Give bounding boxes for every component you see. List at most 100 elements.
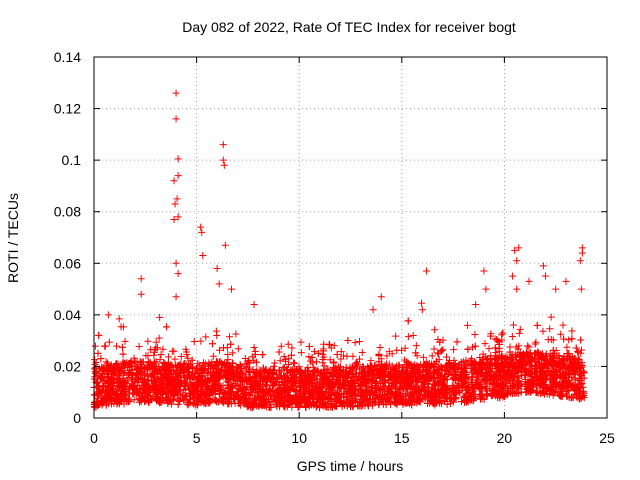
data-point [319, 359, 327, 367]
data-point [253, 382, 261, 390]
data-point [121, 360, 129, 368]
data-point [91, 373, 99, 381]
data-point [471, 330, 479, 338]
data-point [329, 364, 337, 372]
data-point [311, 379, 319, 387]
data-point [194, 381, 202, 389]
data-point [259, 351, 267, 359]
data-point [197, 382, 205, 390]
data-point [180, 374, 188, 382]
data-point [563, 343, 571, 351]
data-point [226, 367, 234, 375]
data-point [297, 393, 305, 401]
data-point [508, 366, 516, 374]
data-point [291, 387, 299, 395]
data-point [225, 333, 233, 341]
data-point [391, 365, 399, 373]
data-point [281, 364, 289, 372]
data-point [156, 356, 164, 364]
data-point [356, 337, 364, 345]
data-point [549, 346, 557, 354]
data-point [234, 345, 242, 353]
data-point [537, 389, 545, 397]
data-point [171, 387, 179, 395]
data-point [459, 393, 467, 401]
data-point [275, 348, 283, 356]
data-point [497, 370, 505, 378]
data-point [277, 368, 285, 376]
data-point [453, 388, 461, 396]
data-point [568, 327, 576, 335]
data-point [336, 368, 344, 376]
data-point [425, 384, 433, 392]
data-point [328, 404, 336, 412]
data-point [112, 361, 120, 369]
data-point [443, 353, 451, 361]
data-point [360, 375, 368, 383]
data-point [271, 359, 279, 367]
data-point [310, 348, 318, 356]
data-point [352, 359, 360, 367]
data-point [401, 344, 409, 352]
data-point [381, 361, 389, 369]
data-point [358, 393, 366, 401]
data-point [91, 342, 99, 350]
data-point [460, 368, 468, 376]
data-point [183, 348, 191, 356]
data-point [482, 361, 490, 369]
data-point [119, 323, 127, 331]
data-point [273, 374, 281, 382]
data-point [186, 368, 194, 376]
data-point [289, 395, 297, 403]
data-point [493, 368, 501, 376]
data-point [119, 350, 127, 358]
data-point [270, 362, 278, 370]
data-point [469, 373, 477, 381]
data-point [314, 349, 322, 357]
data-point [260, 375, 268, 383]
data-point [376, 384, 384, 392]
data-point [439, 346, 447, 354]
data-point [255, 380, 263, 388]
data-point [267, 400, 275, 408]
data-point [409, 331, 417, 339]
data-point [229, 376, 237, 384]
data-point [486, 332, 494, 340]
data-point [436, 391, 444, 399]
data-point [342, 380, 350, 388]
data-point [208, 340, 216, 348]
data-point [297, 338, 305, 346]
data-point [239, 370, 247, 378]
data-point [197, 337, 205, 345]
data-point [463, 321, 471, 329]
data-point [539, 327, 547, 335]
data-point [376, 344, 384, 352]
data-point [323, 375, 331, 383]
data-point [211, 373, 219, 381]
data-point [340, 401, 348, 409]
data-point [151, 366, 159, 374]
data-point [457, 398, 465, 406]
data-point [464, 383, 472, 391]
data-point [333, 351, 341, 359]
data-point [170, 392, 178, 400]
data-point [363, 394, 371, 402]
data-point [320, 370, 328, 378]
data-point [159, 345, 167, 353]
data-point [218, 367, 226, 375]
data-point [566, 370, 574, 378]
data-point [246, 368, 254, 376]
data-point [194, 359, 202, 367]
data-point [237, 396, 245, 404]
data-point [157, 351, 165, 359]
data-point [565, 350, 573, 357]
data-point [553, 367, 561, 375]
data-point [212, 397, 220, 405]
data-point [348, 370, 356, 378]
data-point [559, 364, 567, 372]
data-point [320, 362, 328, 370]
data-point [164, 399, 172, 407]
data-point [574, 377, 582, 385]
data-point [308, 353, 316, 361]
